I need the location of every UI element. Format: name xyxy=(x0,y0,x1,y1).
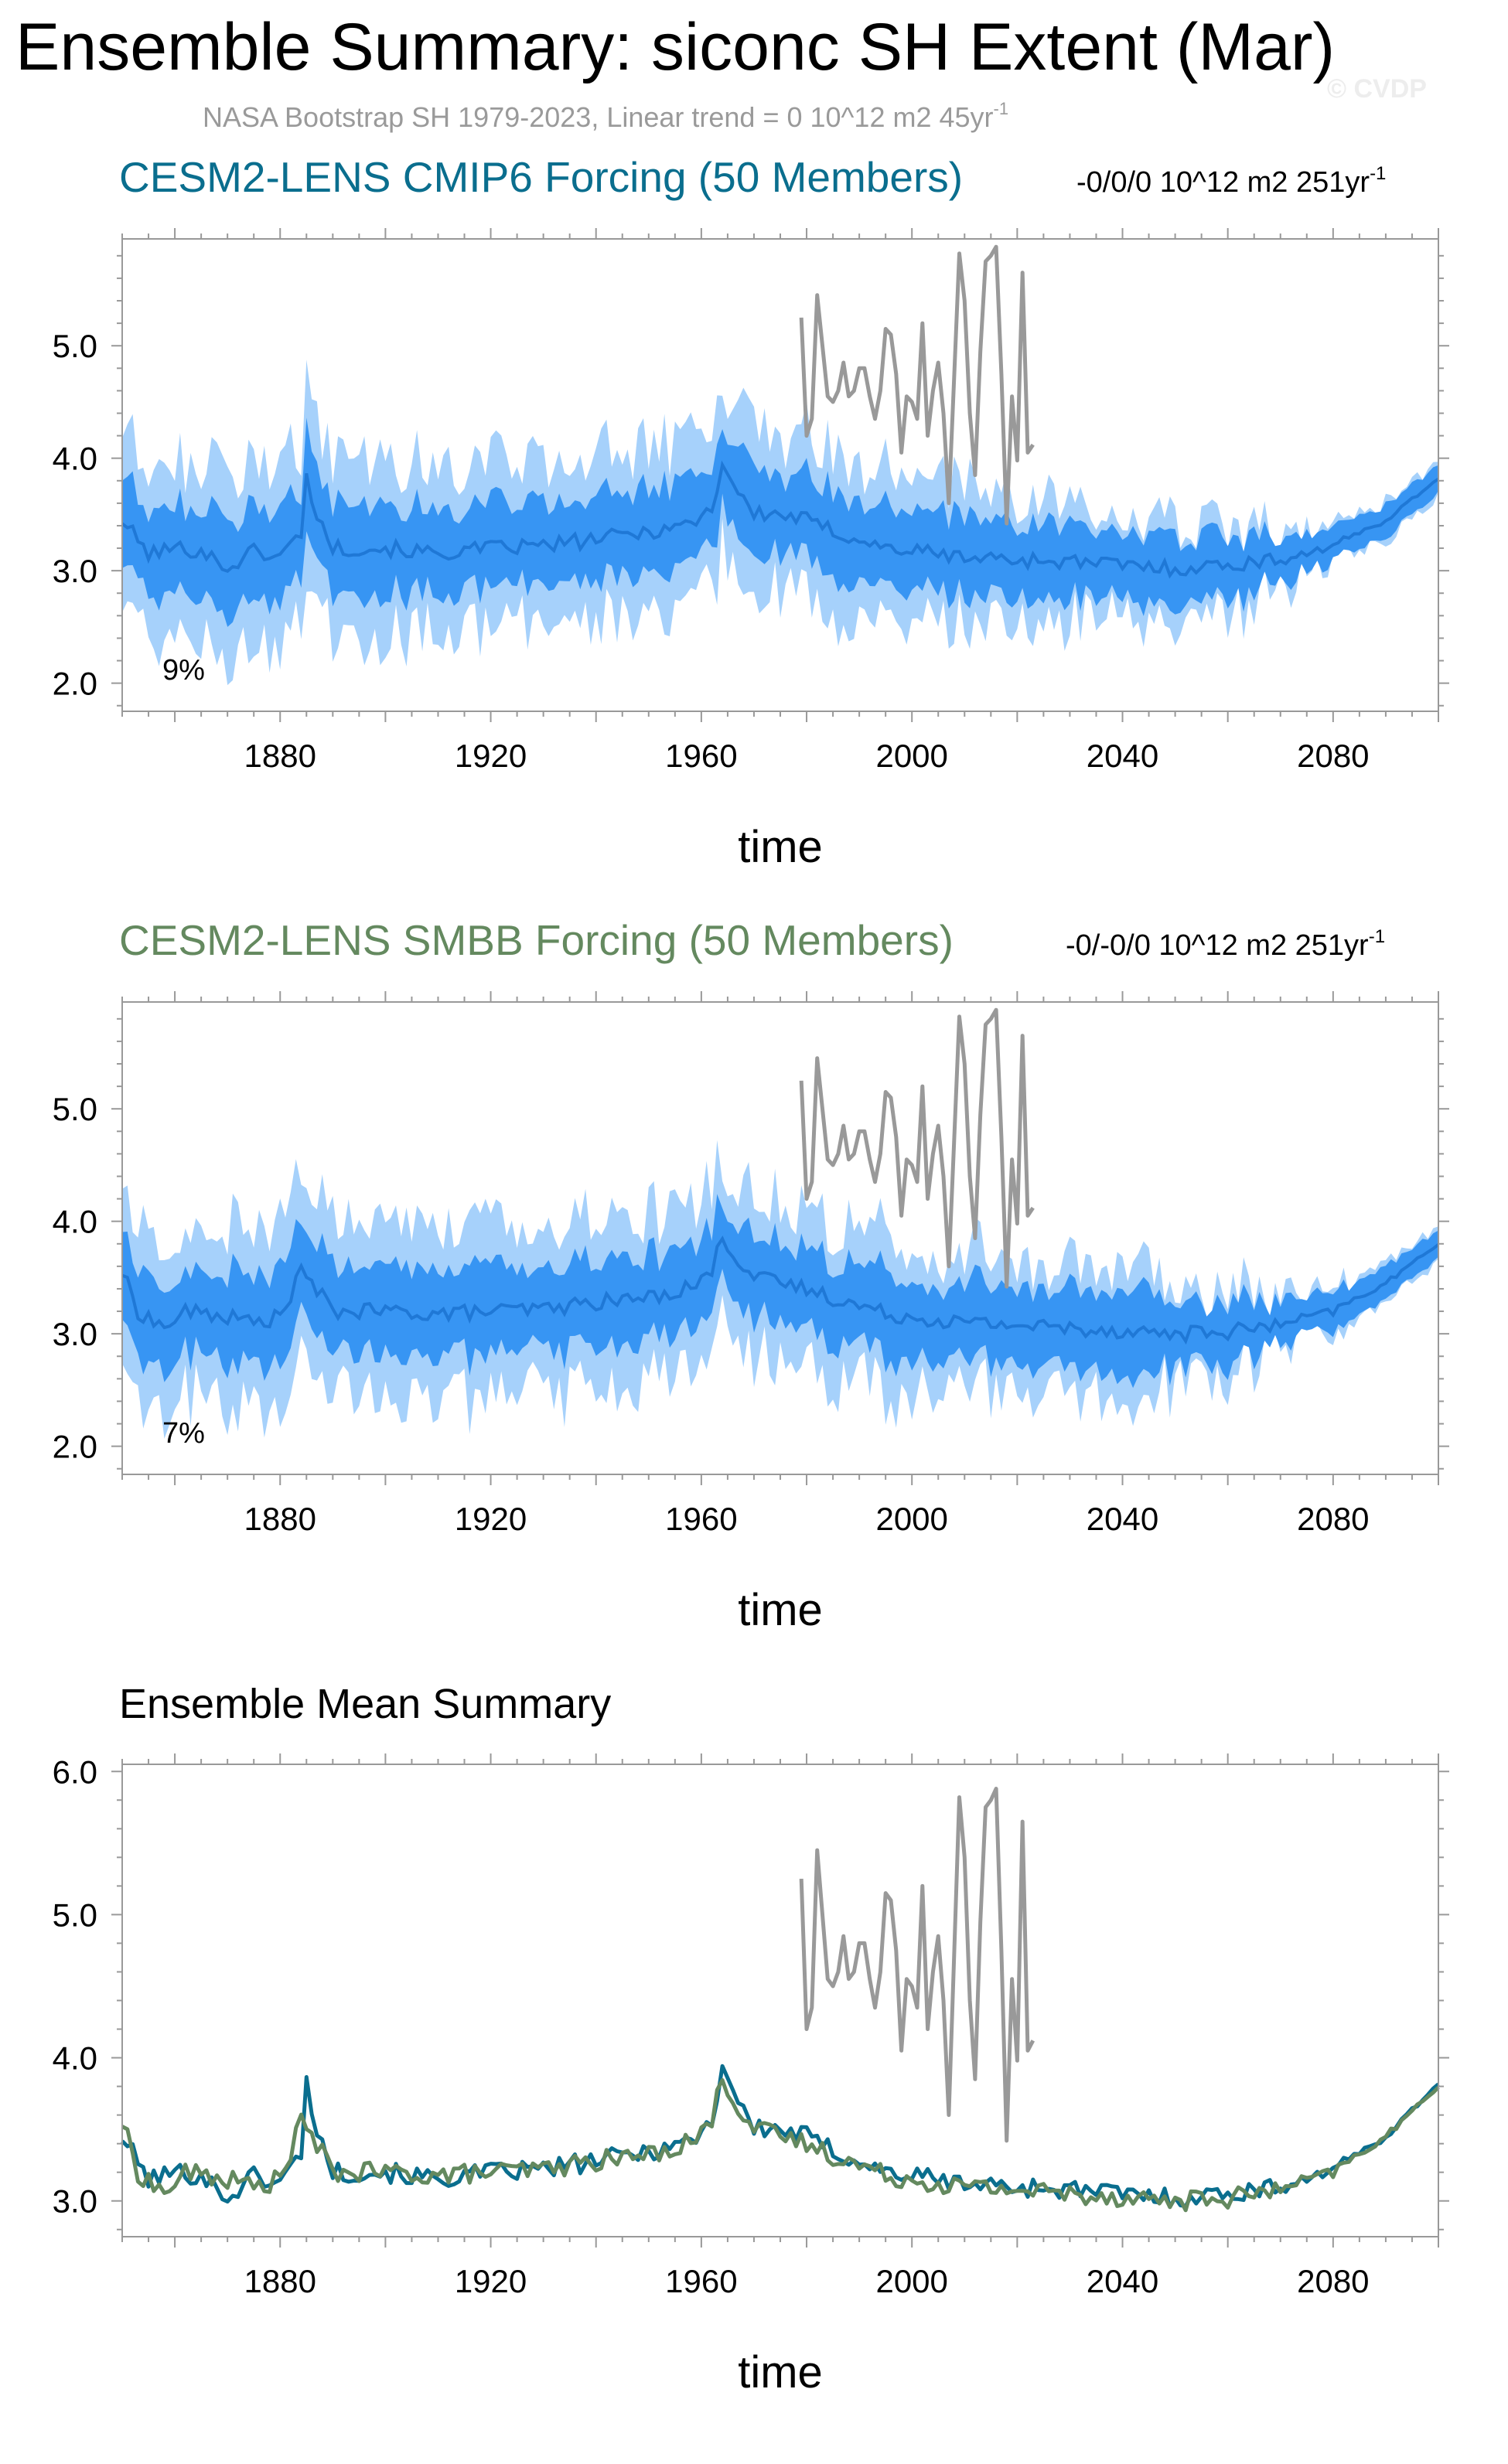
y-tick-label: 3.0 xyxy=(53,553,97,589)
y-tick-label: 6.0 xyxy=(53,1753,97,1790)
observation-line xyxy=(799,244,1035,526)
subtitle-text: NASA Bootstrap SH 1979-2023, Linear tren… xyxy=(203,101,994,133)
percent-label-smbb: 7% xyxy=(162,1417,205,1450)
y-tick-label: 4.0 xyxy=(53,2040,97,2077)
x-axis-label-cmip6: time xyxy=(738,822,823,872)
panel-title-cmip6: CESM2-LENS CMIP6 Forcing (50 Members) xyxy=(119,153,963,201)
x-tick-label: 2040 xyxy=(1087,738,1158,774)
plot-area-cmip6: 1880 1920 1960 2000 2040 2080 2.0 3.0 4.0 5.0 xyxy=(53,228,1449,774)
x-tick-label: 1960 xyxy=(665,2263,737,2299)
x-tick-label: 2000 xyxy=(875,1501,947,1537)
y-tick-label: 4.0 xyxy=(53,441,97,477)
y-tick-label: 4.0 xyxy=(53,1204,97,1240)
inner-spread-band xyxy=(122,417,1438,627)
trend-superscript-cmip6: -1 xyxy=(1370,163,1386,184)
plot-area-ensemble-mean: 1880 1920 1960 2000 2040 2080 3.0 4.0 5.0 6.0 xyxy=(53,1753,1449,2299)
panel-title-ensemble-mean: Ensemble Mean Summary xyxy=(119,1681,611,1727)
plot-area-smbb: 1880 1920 1960 2000 2040 2080 2.0 3.0 4.0 5.0 xyxy=(53,991,1449,1537)
percent-label-cmip6: 9% xyxy=(162,654,205,687)
x-tick-label: 1880 xyxy=(244,2263,316,2299)
y-tick-label: 5.0 xyxy=(53,328,97,364)
x-tick-label: 2080 xyxy=(1297,738,1369,774)
x-tick-label: 1920 xyxy=(455,2263,527,2299)
x-tick-label: 1960 xyxy=(665,1501,737,1537)
y-tick-label: 2.0 xyxy=(53,1429,97,1465)
observation-line xyxy=(799,1787,1035,2143)
panel-smbb: CESM2-LENS SMBB Forcing (50 Members) -0/… xyxy=(53,916,1449,1635)
ensemble-mean-line xyxy=(121,1235,1440,1345)
x-tick-label: 1920 xyxy=(455,1501,527,1537)
smbb-mean-line xyxy=(121,2077,1440,2213)
y-tick-label: 5.0 xyxy=(53,1897,97,1933)
trend-superscript-smbb: -1 xyxy=(1369,926,1385,947)
observation-line xyxy=(799,1007,1035,1289)
x-tick-label: 2080 xyxy=(1297,1501,1369,1537)
y-tick-label: 3.0 xyxy=(53,2183,97,2220)
inner-spread-band xyxy=(122,1194,1438,1389)
panel-title-smbb: CESM2-LENS SMBB Forcing (50 Members) xyxy=(119,916,954,964)
x-tick-label: 2080 xyxy=(1297,2263,1369,2299)
x-tick-label: 2000 xyxy=(875,2263,947,2299)
trend-text-cmip6: -0/0/0 10^12 m2 251yr xyxy=(1076,166,1370,199)
x-axis-label-ensemble-mean: time xyxy=(738,2347,823,2398)
y-tick-label: 2.0 xyxy=(53,666,97,702)
x-tick-label: 2040 xyxy=(1087,1501,1158,1537)
x-axis-label-smbb: time xyxy=(738,1585,823,1635)
x-tick-label: 1960 xyxy=(665,738,737,774)
panel-ensemble-mean: Ensemble Mean Summary 1880 1920 1960 2000 20… xyxy=(53,1681,1449,2398)
y-tick-label: 5.0 xyxy=(53,1091,97,1127)
x-tick-label: 2000 xyxy=(875,738,947,774)
figure-subtitle: NASA Bootstrap SH 1979-2023, Linear tren… xyxy=(203,99,1008,133)
panel-cmip6: CESM2-LENS CMIP6 Forcing (50 Members) -0… xyxy=(53,153,1449,872)
figure-title: Ensemble Summary: siconc SH Extent (Mar) xyxy=(15,10,1335,84)
trend-text-smbb: -0/-0/0 10^12 m2 251yr xyxy=(1066,929,1369,962)
trend-label-cmip6: -0/0/0 10^12 m2 251yr-1 xyxy=(1076,163,1386,199)
x-tick-label: 1920 xyxy=(455,738,527,774)
x-tick-label: 1880 xyxy=(244,738,316,774)
x-tick-label: 1880 xyxy=(244,1501,316,1537)
subtitle-superscript: -1 xyxy=(994,99,1009,118)
watermark: © CVDP xyxy=(1327,74,1427,104)
x-tick-label: 2040 xyxy=(1087,2263,1158,2299)
y-tick-label: 3.0 xyxy=(53,1316,97,1352)
ensemble-mean-line xyxy=(121,460,1440,579)
trend-label-smbb: -0/-0/0 10^12 m2 251yr-1 xyxy=(1066,926,1385,962)
